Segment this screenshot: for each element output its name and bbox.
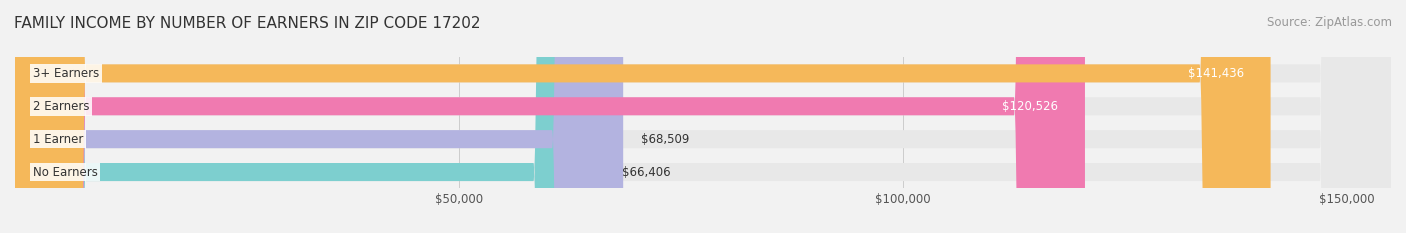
FancyBboxPatch shape: [15, 0, 1391, 233]
Text: $120,526: $120,526: [1002, 100, 1059, 113]
FancyBboxPatch shape: [15, 0, 1391, 233]
Text: $141,436: $141,436: [1188, 67, 1244, 80]
Text: FAMILY INCOME BY NUMBER OF EARNERS IN ZIP CODE 17202: FAMILY INCOME BY NUMBER OF EARNERS IN ZI…: [14, 16, 481, 31]
Text: Source: ZipAtlas.com: Source: ZipAtlas.com: [1267, 16, 1392, 29]
Text: $66,406: $66,406: [623, 165, 671, 178]
Text: $68,509: $68,509: [641, 133, 689, 146]
FancyBboxPatch shape: [15, 0, 1271, 233]
FancyBboxPatch shape: [15, 0, 1085, 233]
Text: 3+ Earners: 3+ Earners: [32, 67, 98, 80]
FancyBboxPatch shape: [15, 0, 1391, 233]
Text: 1 Earner: 1 Earner: [32, 133, 83, 146]
FancyBboxPatch shape: [15, 0, 623, 233]
FancyBboxPatch shape: [15, 0, 605, 233]
Text: No Earners: No Earners: [32, 165, 97, 178]
FancyBboxPatch shape: [15, 0, 1391, 233]
Text: 2 Earners: 2 Earners: [32, 100, 89, 113]
